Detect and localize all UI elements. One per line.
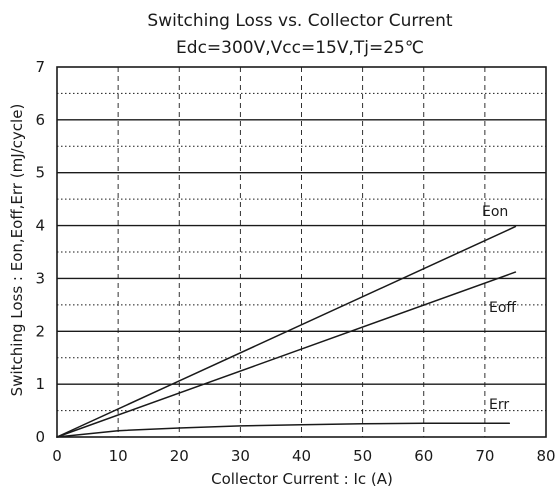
plot-frame bbox=[56, 66, 547, 438]
x-tick-label: 70 bbox=[475, 447, 494, 465]
x-tick-label: 20 bbox=[170, 447, 189, 465]
y-axis-ticks: 0 1 2 3 4 5 6 7 bbox=[35, 58, 45, 446]
series-line-eon bbox=[56, 225, 517, 438]
series-label-err: Err bbox=[489, 397, 509, 413]
series-line-eoff bbox=[56, 271, 517, 438]
y-tick-label: 7 bbox=[35, 58, 45, 76]
y-tick-label: 0 bbox=[35, 428, 45, 446]
series-line-err bbox=[56, 422, 511, 438]
x-axis-ticks: 0 10 20 30 40 50 60 70 80 bbox=[52, 447, 555, 465]
x-tick-label: 80 bbox=[536, 447, 555, 465]
x-tick-label: 0 bbox=[52, 447, 62, 465]
x-tick-label: 60 bbox=[414, 447, 433, 465]
y-tick-label: 6 bbox=[35, 111, 45, 129]
x-tick-label: 40 bbox=[292, 447, 311, 465]
x-axis-label: Collector Current : Ic (A) bbox=[211, 470, 393, 488]
series-lines bbox=[56, 225, 517, 438]
x-tick-label: 50 bbox=[353, 447, 372, 465]
chart-title: Switching Loss vs. Collector Current bbox=[147, 11, 452, 31]
grid-lines bbox=[57, 67, 546, 437]
series-label-eon: Eon bbox=[482, 204, 508, 220]
y-axis-label: Switching Loss : Eon,Eoff,Err (mJ/cycle) bbox=[8, 104, 26, 397]
y-tick-label: 1 bbox=[35, 375, 45, 393]
y-tick-label: 4 bbox=[35, 217, 45, 235]
x-tick-label: 10 bbox=[109, 447, 128, 465]
y-tick-label: 5 bbox=[35, 164, 45, 182]
y-tick-label: 3 bbox=[35, 269, 45, 287]
y-tick-label: 2 bbox=[35, 322, 45, 340]
series-label-eoff: Eoff bbox=[489, 300, 516, 316]
chart-subtitle: Edc=300V,Vcc=15V,Tj=25℃ bbox=[176, 38, 424, 58]
x-tick-label: 30 bbox=[231, 447, 250, 465]
